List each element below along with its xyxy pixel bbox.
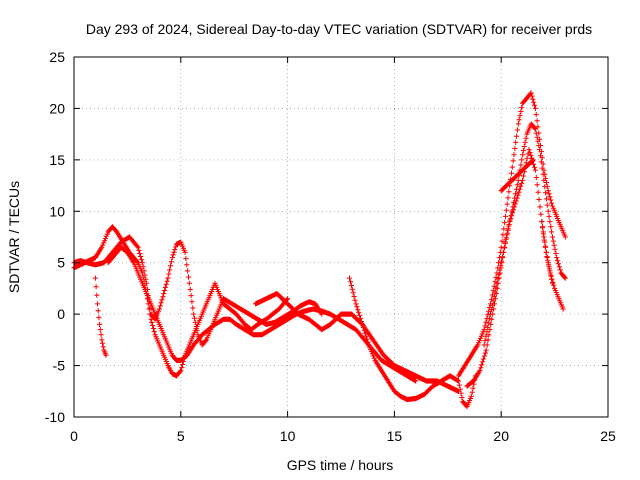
y-tick-label: 20 xyxy=(49,100,65,116)
plus-markers xyxy=(253,291,462,394)
x-tick-label: 10 xyxy=(280,428,296,444)
x-tick-label: 15 xyxy=(387,428,403,444)
y-tick-label: 0 xyxy=(57,306,65,322)
x-tick-label: 5 xyxy=(177,428,185,444)
series-track-8 xyxy=(464,121,568,389)
y-tick-label: 25 xyxy=(49,49,65,65)
data-layer xyxy=(71,90,568,410)
plus-markers xyxy=(481,147,566,348)
plus-markers xyxy=(92,275,109,358)
series-track-6 xyxy=(346,275,479,410)
series-track-5 xyxy=(253,291,462,394)
y-tick-label: 10 xyxy=(49,203,65,219)
tick-layer: 0 5 10 15 20 25 -10 -5 0 5 10 15 20 25 xyxy=(45,49,616,444)
plus-markers xyxy=(71,234,325,348)
series-track-4 xyxy=(105,244,419,384)
series-track-2 xyxy=(71,234,325,348)
series-track-7 xyxy=(455,90,568,379)
x-tick-label: 25 xyxy=(600,428,616,444)
plus-markers xyxy=(455,90,568,379)
y-tick-label: -10 xyxy=(45,409,65,425)
y-tick-label: -5 xyxy=(53,358,66,374)
x-tick-label: 20 xyxy=(493,428,509,444)
chart-title: Day 293 of 2024, Sidereal Day-to-day VTE… xyxy=(86,21,592,37)
series-track-10 xyxy=(498,157,536,194)
plus-markers xyxy=(498,157,536,194)
series-track-3 xyxy=(92,275,109,358)
plus-markers xyxy=(105,244,419,384)
series-track-11 xyxy=(539,219,556,286)
plus-markers xyxy=(464,121,568,389)
series-track-9 xyxy=(481,147,566,348)
x-tick-label: 0 xyxy=(70,428,78,444)
y-tick-label: 5 xyxy=(57,255,65,271)
plot-frame xyxy=(73,56,609,418)
plus-markers xyxy=(346,275,479,410)
y-tick-label: 15 xyxy=(49,152,65,168)
x-axis-label: GPS time / hours xyxy=(287,457,394,473)
y-axis-label: SDTVAR / TECUs xyxy=(6,181,22,293)
grid-layer xyxy=(74,57,608,417)
plus-markers xyxy=(539,219,556,286)
